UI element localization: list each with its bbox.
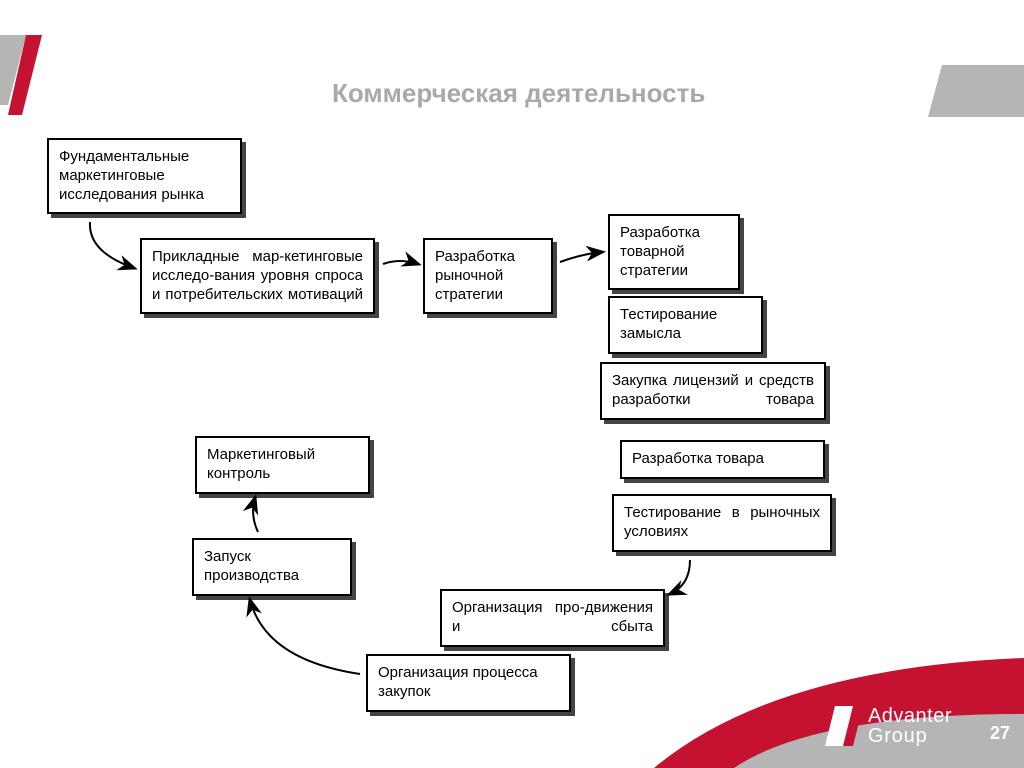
slide: Коммерческая деятельность Фундаментальны… <box>0 0 1024 768</box>
arrow-n2-n3 <box>383 261 418 264</box>
node-product-strategy: Разработка товарной стратегии <box>608 214 740 290</box>
tl-red <box>8 35 42 115</box>
arrows-layer <box>0 0 1024 768</box>
logo: Advanter Group <box>825 706 952 746</box>
node-product-dev: Разработка товара <box>620 440 825 479</box>
page-title: Коммерческая деятельность <box>332 78 705 109</box>
node-market-strategy: Разработка рыночной стратегии <box>423 238 553 314</box>
arrow-n1-n2 <box>90 222 134 268</box>
node-market-test: Тестирование в рыночных условиях <box>612 494 832 552</box>
logo-text: Advanter Group <box>868 706 952 746</box>
node-applied-research: Прикладные мар-кетинговые исследо-вания … <box>140 238 375 314</box>
node-fundamental-research: Фундаментальные маркетинговые исследован… <box>47 138 242 214</box>
tl-gray <box>0 35 26 105</box>
tr-gray <box>928 65 1024 117</box>
decor-top-right <box>914 65 1024 135</box>
logo-line1: Advanter <box>868 705 952 727</box>
arrow-n11-n12 <box>253 498 258 532</box>
arrow-n10-n11 <box>250 600 360 674</box>
node-procurement: Организация процесса закупок <box>366 654 571 712</box>
node-marketing-control: Маркетинговый контроль <box>195 436 370 494</box>
logo-line2: Group <box>868 725 928 747</box>
decor-bottom-right <box>654 628 1024 768</box>
page-number: 27 <box>990 723 1010 744</box>
arrow-n8-n9 <box>670 560 690 594</box>
node-concept-test: Тестирование замысла <box>608 296 763 354</box>
node-license-purchase: Закупка лицензий и средств разработки то… <box>600 362 826 420</box>
node-production-launch: Запуск производства <box>192 538 352 596</box>
decor-top-left <box>0 35 60 135</box>
arrow-n3-n4 <box>560 252 602 262</box>
logo-mark-icon <box>825 706 863 746</box>
node-promotion-sales: Организация про-движения и сбыта <box>440 589 665 647</box>
